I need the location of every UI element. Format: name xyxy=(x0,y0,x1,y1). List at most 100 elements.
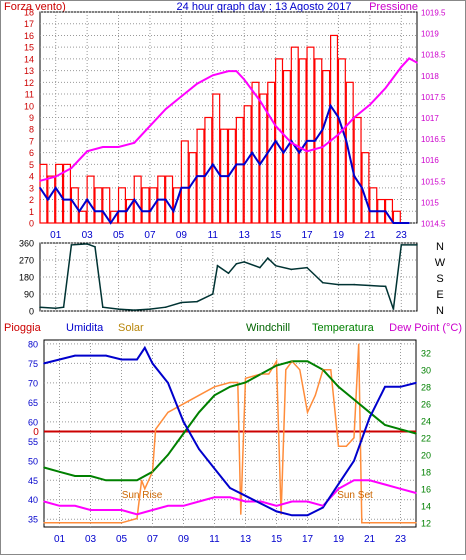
rain-zero-label: 0 xyxy=(33,427,39,438)
humidity-point xyxy=(415,382,417,384)
dewpoint-point xyxy=(399,487,402,490)
wind-average-point xyxy=(408,222,410,224)
time-tick-label: 17 xyxy=(302,534,314,545)
wind-tick-label: 10 xyxy=(24,101,34,111)
wind-direction-point xyxy=(266,257,269,259)
wind-gust-bar xyxy=(141,187,150,224)
time-tick-label: 19 xyxy=(333,230,345,241)
temperature-tick-label: 14 xyxy=(421,501,431,511)
solar-point xyxy=(182,403,185,405)
humidity-point xyxy=(43,362,45,365)
solar-point xyxy=(260,373,262,375)
temperature-point xyxy=(120,479,123,482)
solar-point xyxy=(151,471,154,473)
dewpoint-point xyxy=(58,504,61,507)
temperature-tick-label: 18 xyxy=(421,467,431,477)
dewpoint-point xyxy=(368,479,371,482)
wind-average-point xyxy=(369,210,371,213)
dewpoint-point xyxy=(151,509,154,511)
wind-average-point xyxy=(392,222,395,224)
humidity-temperature-marks xyxy=(43,343,417,524)
direction-tick-label: 180 xyxy=(19,273,34,283)
compass-label: N xyxy=(436,241,444,253)
pressure-point xyxy=(86,150,88,153)
legend-humidity: Umidita xyxy=(66,322,104,334)
humidity-point xyxy=(105,354,107,357)
wind-direction-point xyxy=(416,244,418,246)
wind-average-point xyxy=(54,187,57,189)
wind-gust-bar xyxy=(282,70,291,224)
humidity-point xyxy=(143,346,146,349)
direction-tick-label: 270 xyxy=(19,256,34,266)
time-tick-label: 09 xyxy=(176,230,188,241)
pressure-point xyxy=(164,108,167,110)
wind-average-point xyxy=(117,210,120,213)
solar-point xyxy=(120,522,123,524)
wind-gust-bar xyxy=(94,187,103,224)
wind-average-point xyxy=(211,163,214,166)
solar-point xyxy=(144,488,146,490)
wind-direction-point xyxy=(196,300,198,303)
pressure-point xyxy=(243,78,246,81)
temperature-tick-label: 32 xyxy=(421,348,431,358)
wind-average-point xyxy=(62,198,65,201)
solar-point xyxy=(141,479,143,481)
wind-average-point xyxy=(282,151,285,154)
dewpoint-point xyxy=(213,496,216,499)
wind-tick-label: 0 xyxy=(29,219,34,229)
pressure-tick-label: 1015 xyxy=(421,198,439,207)
direction-tick-label: 0 xyxy=(29,307,34,317)
wind-average-point xyxy=(86,198,88,201)
time-tick-label: 07 xyxy=(144,230,156,241)
dewpoint-point xyxy=(182,504,185,507)
pressure-tick-label: 1015.5 xyxy=(421,177,446,186)
wind-average-point xyxy=(109,222,112,224)
humidity-point xyxy=(229,487,231,489)
solar-point xyxy=(322,369,324,371)
humidity-tick-label: 40 xyxy=(28,495,38,505)
sunrise-label: Sun Rise xyxy=(122,490,163,501)
wind-average-point xyxy=(219,175,222,177)
pressure-point xyxy=(39,180,41,182)
time-tick-label: 13 xyxy=(239,230,251,241)
pressure-point xyxy=(54,175,57,178)
wind-gust-bar xyxy=(212,93,221,224)
solar-point xyxy=(240,513,242,515)
dewpoint-point xyxy=(105,509,107,511)
humidity-tick-label: 75 xyxy=(28,359,38,369)
pressure-point xyxy=(259,99,261,102)
direction-tick-label: 360 xyxy=(19,239,34,249)
pressure-tick-label: 1019.5 xyxy=(421,9,446,18)
solar-point xyxy=(229,381,231,384)
temperature-point xyxy=(105,479,107,482)
humidity-tick-label: 70 xyxy=(28,378,38,388)
humidity-point xyxy=(368,417,371,419)
dewpoint-point xyxy=(198,500,200,503)
time-tick-label: 05 xyxy=(116,534,128,545)
solar-point xyxy=(358,343,360,345)
time-tick-label: 23 xyxy=(395,534,407,545)
wind-average-point xyxy=(298,151,300,154)
wind-gust-bar xyxy=(259,93,268,224)
wind-tick-label: 12 xyxy=(24,78,34,88)
wind-tick-label: 5 xyxy=(29,160,34,170)
pressure-point xyxy=(133,142,136,144)
pressure-point xyxy=(290,142,293,144)
pressure-point xyxy=(400,66,403,68)
humidity-tick-label: 55 xyxy=(28,437,38,447)
wind-direction-point xyxy=(94,245,96,248)
wind-direction-point xyxy=(243,261,246,263)
pressure-point xyxy=(408,57,410,60)
sunset-label: Sun Set xyxy=(337,490,373,501)
pressure-point xyxy=(70,167,73,169)
temperature-tick-label: 24 xyxy=(421,416,431,426)
wind-gust-bar xyxy=(102,187,111,224)
solar-point xyxy=(275,360,278,362)
pressure-point xyxy=(102,146,104,148)
humidity-tick-label: 50 xyxy=(28,456,38,466)
wind-average-point xyxy=(125,210,128,213)
dewpoint-point xyxy=(415,492,417,494)
temperature-point xyxy=(244,381,247,384)
